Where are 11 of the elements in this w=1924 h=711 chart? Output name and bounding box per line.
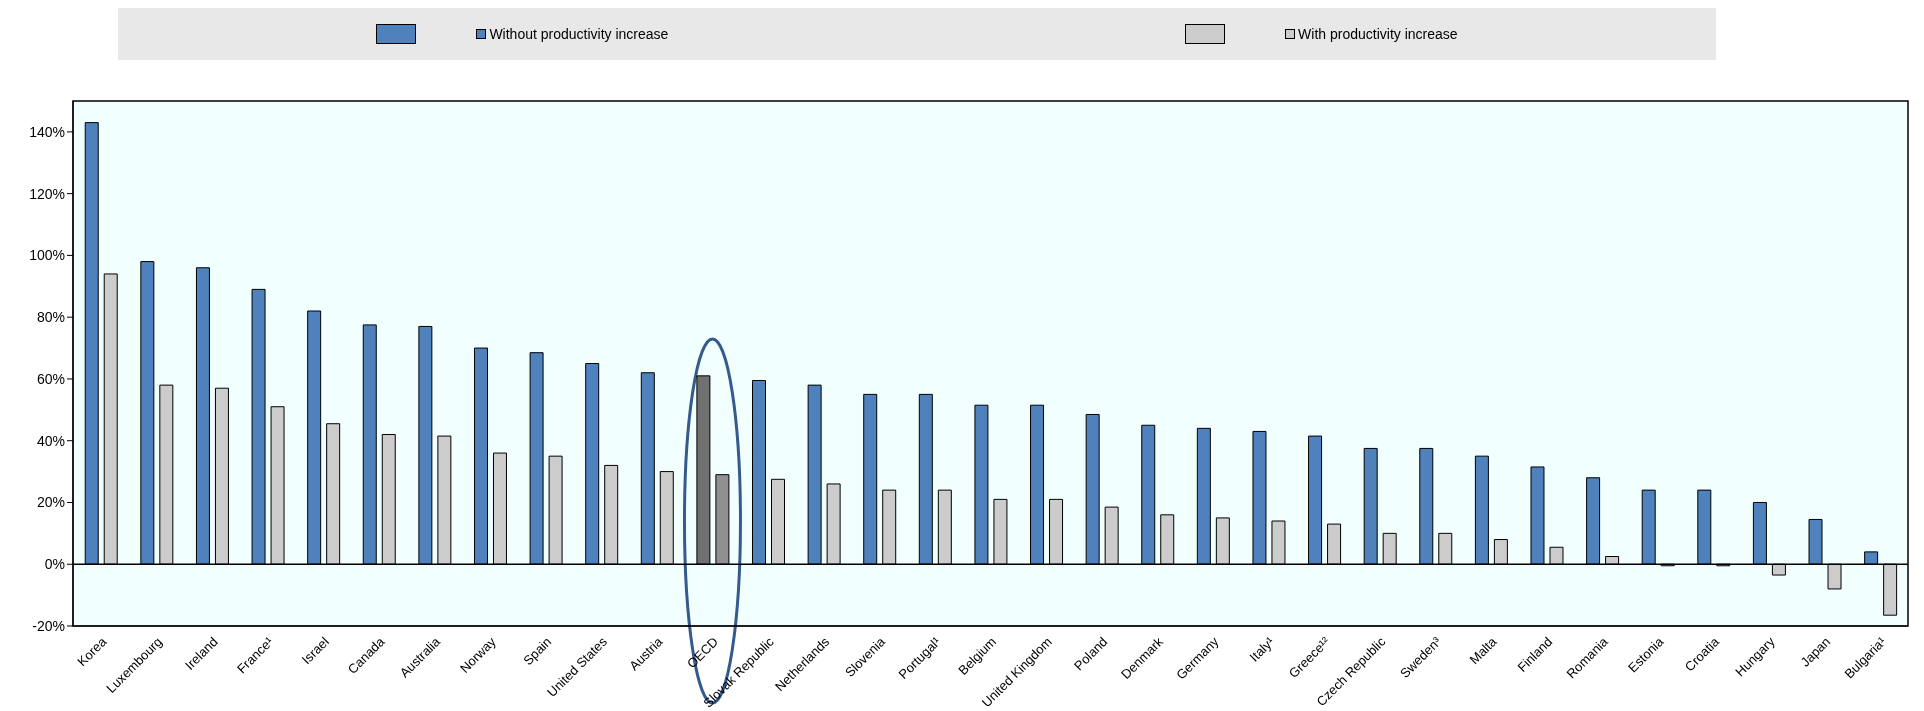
y-tick-label: 120% bbox=[29, 185, 65, 202]
legend-label: Without productivity increase bbox=[489, 26, 669, 42]
y-tick-label: 60% bbox=[36, 370, 65, 387]
y-tick-label: 140% bbox=[29, 123, 65, 140]
y-tick-label: 20% bbox=[36, 494, 65, 511]
y-tick-label: 40% bbox=[36, 432, 65, 449]
y-tick-label: -20% bbox=[32, 617, 65, 634]
y-tick-label: 0% bbox=[44, 556, 65, 573]
y-tick-label: 80% bbox=[36, 309, 65, 326]
y-tick-label: 100% bbox=[29, 247, 65, 264]
legend-label: With productivity increase bbox=[1298, 26, 1458, 42]
